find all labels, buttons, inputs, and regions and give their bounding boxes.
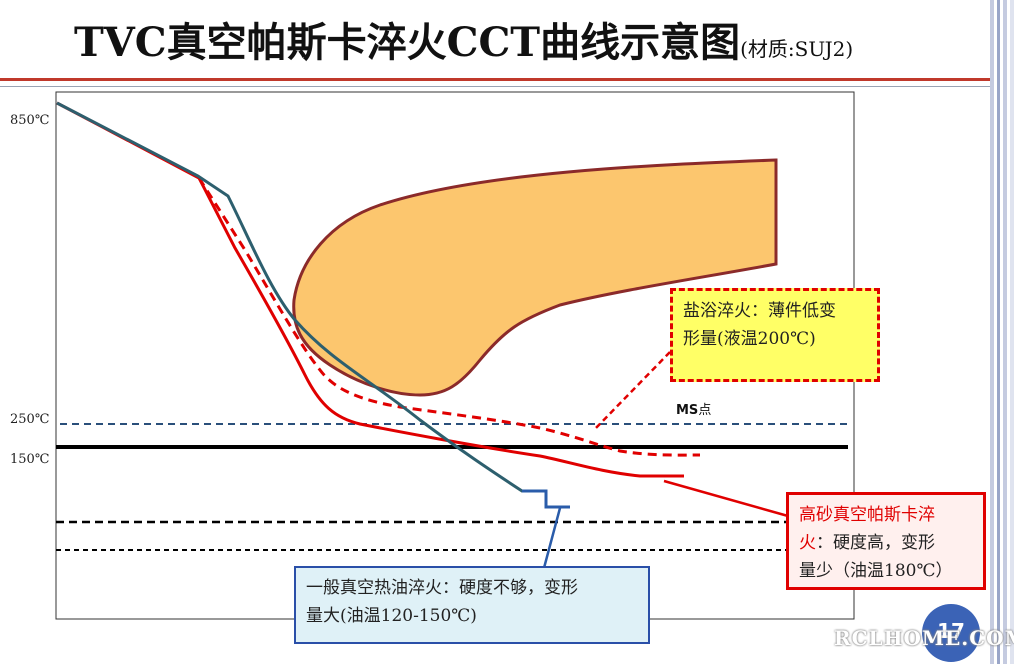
salt-leader-line xyxy=(593,351,671,431)
oil-quench-curve xyxy=(56,101,570,509)
high-pressure-curve xyxy=(56,101,684,478)
high-line-2a: 火 xyxy=(799,533,816,553)
y-label-850: 850℃ xyxy=(10,113,50,128)
high-line-2b: ：硬度高，变形 xyxy=(816,533,935,553)
oil-quench-annotation: 一般真空热油淬火：硬度不够，变形 量大(油温120-150℃) xyxy=(294,566,650,644)
salt-bath-annotation: 盐浴淬火：薄件低变 形量(液温200℃) xyxy=(670,288,880,382)
transformation-region xyxy=(292,158,778,397)
oil-leader-line xyxy=(542,507,562,569)
y-label-150: 150℃ xyxy=(10,452,50,467)
y-label-250: 250℃ xyxy=(10,412,50,427)
oil-line-1: 一般真空热油淬火：硬度不够，变形 xyxy=(306,578,578,598)
oil-quench-step xyxy=(522,489,570,509)
page-number-badge: 17 xyxy=(922,604,980,662)
high-line-1: 高砂真空帕斯卡淬 xyxy=(799,505,935,525)
title-rule-gray xyxy=(0,86,990,87)
ms-text: MS xyxy=(676,403,699,418)
salt-bath-curve xyxy=(197,177,701,457)
salt-line-1: 盐浴淬火：薄件低变 xyxy=(683,301,836,321)
page-title: TVC真空帕斯卡淬火CCT曲线示意图(材质:SUJ2) xyxy=(74,10,853,68)
high-pressure-annotation: 高砂真空帕斯卡淬 火：硬度高，变形 量少（油温180℃） xyxy=(786,492,986,590)
salt-line-2: 形量(液温200℃) xyxy=(683,329,816,349)
oil-line-2: 量大(油温120-150℃) xyxy=(306,606,477,626)
title-material: (材质:SUJ2) xyxy=(740,37,854,61)
high-line-3: 量少（油温180℃） xyxy=(799,561,953,581)
ms-point-char: 点 xyxy=(698,403,712,418)
title-main: TVC真空帕斯卡淬火CCT曲线示意图 xyxy=(74,19,741,66)
high-pressure-leader-line xyxy=(663,479,789,518)
side-stripes xyxy=(990,0,1014,664)
ms-point-label: MS点 xyxy=(676,399,711,418)
title-rule-red xyxy=(0,78,990,81)
watermark-text: RCLHOME.COM xyxy=(834,626,1014,650)
